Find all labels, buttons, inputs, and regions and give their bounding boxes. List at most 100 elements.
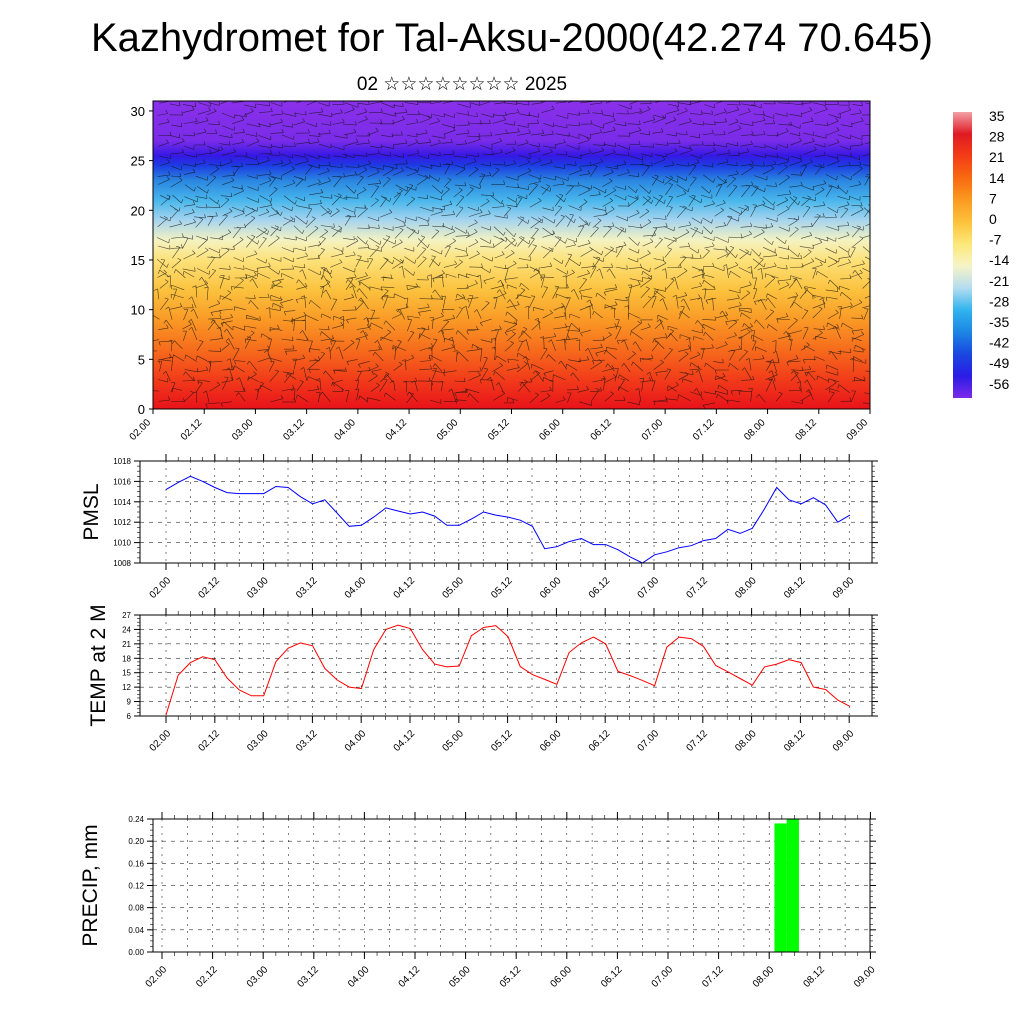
wind-barb-flag — [653, 400, 656, 405]
wind-barb-flag — [534, 227, 539, 230]
wind-barb — [258, 211, 270, 217]
wind-barb-flag — [687, 344, 691, 349]
wind-barb — [569, 313, 581, 319]
wind-barb — [571, 322, 581, 332]
wind-barb — [678, 306, 685, 320]
wind-barb-flag — [411, 354, 415, 359]
wind-barb — [540, 162, 553, 166]
wind-barb — [542, 151, 553, 156]
wind-barb — [494, 102, 505, 105]
wind-barb-flag — [181, 148, 185, 153]
wind-barb-flag — [601, 147, 605, 151]
wind-barb-flag — [623, 241, 627, 246]
wind-barb-flag — [615, 142, 617, 147]
wind-barb-flag — [861, 314, 863, 319]
wind-barb-flag — [318, 132, 321, 137]
wind-barb-flag — [800, 181, 803, 186]
wind-barb-flag — [689, 362, 692, 367]
wind-barb-flag — [452, 210, 455, 215]
wind-barb — [789, 185, 803, 188]
wind-barb — [309, 359, 320, 362]
wind-barb — [360, 281, 371, 290]
wind-barb-flag — [848, 259, 851, 263]
wind-barb-flag — [340, 109, 343, 113]
wind-barb-flag — [212, 175, 217, 178]
wind-barb-flag — [585, 220, 589, 224]
wind-barb-flag — [748, 281, 752, 285]
wind-barb — [690, 362, 702, 371]
wind-barb-flag — [225, 338, 229, 342]
wind-barb — [293, 319, 295, 332]
wind-barb-flag — [783, 330, 787, 335]
wind-barb-flag — [601, 378, 606, 380]
wind-barb-flag — [740, 312, 742, 317]
wind-barb-flag — [503, 116, 506, 120]
wind-barb-flag — [385, 235, 390, 238]
wind-barb — [395, 184, 408, 192]
wind-barb — [417, 142, 431, 144]
wind-barb — [763, 114, 775, 119]
wind-barb — [294, 161, 309, 166]
wind-barb — [158, 121, 170, 125]
wind-barb-flag — [766, 293, 768, 298]
wind-barb — [682, 378, 693, 383]
wind-barb — [246, 253, 258, 258]
wind-barb-flag — [645, 165, 650, 167]
wind-barb-flag — [441, 309, 444, 314]
wind-barb-flag — [658, 319, 663, 322]
wind-barb-flag — [188, 326, 192, 331]
wind-barb-flag — [713, 141, 715, 146]
wind-barb-flag — [398, 310, 402, 315]
wind-barb-flag — [847, 221, 850, 226]
wind-barb — [405, 166, 419, 172]
wind-barb — [850, 209, 864, 216]
wind-barb-flag — [247, 376, 249, 381]
wind-barb — [208, 303, 221, 308]
x-tick-label: 08.12 — [801, 964, 827, 990]
wind-barb-flag — [346, 134, 348, 139]
wind-barb — [777, 166, 788, 175]
wind-barb — [542, 312, 553, 319]
wind-barb — [507, 397, 518, 401]
wind-barb-flag — [392, 260, 394, 264]
wind-barb — [232, 348, 240, 361]
wind-barb-flag — [195, 117, 198, 122]
wind-barb — [850, 390, 856, 403]
wind-barb-flag — [565, 363, 567, 368]
wind-barb — [490, 377, 495, 391]
wind-barb — [564, 297, 571, 311]
x-tick-label: 05.00 — [447, 964, 473, 990]
wind-barb-flag — [467, 129, 470, 134]
wind-barb — [651, 296, 657, 309]
wind-barb-flag — [413, 271, 416, 276]
wind-barb — [533, 307, 545, 311]
wind-barb-flag — [364, 272, 368, 276]
wind-barb-flag — [275, 235, 280, 239]
wind-barb-flag — [639, 108, 642, 112]
wind-barb-flag — [428, 377, 431, 382]
wind-barb-flag — [735, 254, 738, 258]
wind-barb — [813, 165, 825, 168]
wind-barb — [344, 197, 359, 199]
wind-barb-flag — [549, 187, 551, 192]
wind-barb — [515, 102, 530, 106]
wind-barb — [516, 194, 527, 200]
wind-barb-flag — [345, 153, 347, 158]
wind-barb — [714, 376, 726, 380]
wind-barb — [580, 165, 592, 167]
wind-barb — [865, 102, 870, 105]
wind-barb — [842, 322, 853, 330]
colorbar-label: 28 — [989, 129, 1005, 145]
x-tick-label: 07.12 — [684, 575, 710, 601]
wind-barb — [294, 154, 306, 158]
wind-barb — [714, 144, 728, 148]
wind-barb-flag — [601, 109, 603, 114]
wind-barb — [704, 331, 714, 341]
wind-barb-flag — [384, 288, 389, 292]
wind-barb — [840, 124, 853, 128]
wind-barb-flag — [267, 293, 270, 298]
wind-barb — [652, 217, 667, 220]
wind-barb — [543, 145, 556, 149]
wind-barb-flag — [525, 139, 529, 144]
